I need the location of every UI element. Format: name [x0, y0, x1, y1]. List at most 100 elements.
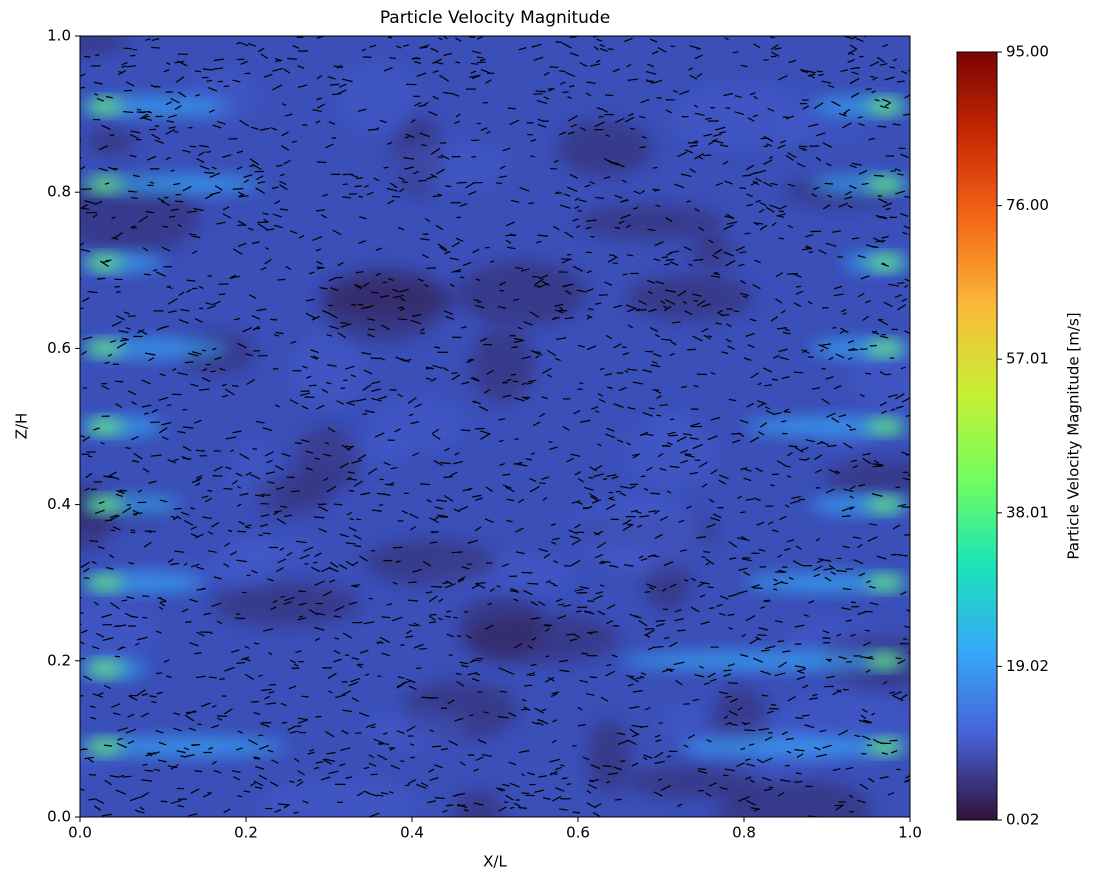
quiver-arrow [753, 497, 761, 502]
quiver-arrow [147, 111, 152, 114]
quiver-arrow [187, 352, 199, 357]
quiver-arrow [723, 669, 732, 672]
quiver-arrow [384, 483, 394, 486]
quiver-arrow [711, 254, 719, 260]
quiver-arrow [818, 73, 824, 77]
quiver-arrow [507, 107, 516, 110]
quiver-arrow [244, 72, 251, 75]
quiver-arrow [625, 304, 636, 309]
quiver-arrow [387, 278, 394, 281]
quiver-arrow [351, 657, 360, 661]
quiver-arrow [82, 436, 91, 442]
quiver-arrow [747, 117, 755, 122]
quiver-arrow [146, 155, 157, 161]
quiver-arrow [440, 748, 448, 751]
quiver-arrow [808, 600, 815, 604]
quiver-arrow [512, 380, 519, 383]
quiver-arrow [579, 62, 588, 67]
quiver-arrow [904, 284, 909, 289]
quiver-arrow [274, 464, 284, 471]
quiver-arrow [480, 433, 490, 440]
quiver-arrow [149, 181, 154, 184]
quiver-arrow [166, 675, 172, 678]
quiver-arrow [350, 374, 356, 378]
quiver-arrow [621, 179, 627, 184]
quiver-arrow [826, 559, 832, 563]
quiver-arrow [607, 772, 619, 775]
quiver-arrow [475, 304, 485, 309]
quiver-arrow [264, 258, 272, 265]
quiver-arrow [281, 103, 287, 107]
quiver-arrow [198, 151, 205, 157]
quiver-arrow [714, 272, 720, 276]
quiver-arrow [106, 566, 114, 570]
quiver-arrow [582, 756, 590, 761]
quiver-arrow [328, 304, 334, 307]
quiver-arrow [202, 68, 214, 71]
quiver-arrow [816, 70, 824, 73]
quiver-arrow [341, 78, 353, 83]
quiver-arrow [328, 690, 333, 694]
jet-glow [619, 650, 910, 671]
quiver-arrow [770, 484, 775, 487]
quiver-arrow [425, 366, 434, 370]
quiver-arrow [682, 301, 687, 304]
quiver-arrow [862, 452, 871, 456]
quiver-arrow [174, 200, 184, 203]
quiver-arrow [99, 260, 109, 268]
quiver-arrow [364, 673, 370, 676]
quiver-arrow [313, 355, 319, 359]
quiver-arrow [816, 559, 824, 564]
quiver-arrow [861, 708, 868, 713]
quiver-arrow [502, 394, 512, 398]
quiver-arrow [782, 331, 791, 335]
quiver-arrow [576, 610, 582, 613]
quiver-arrow [549, 581, 555, 585]
quiver-arrow [653, 79, 663, 84]
quiver-arrow [391, 616, 403, 622]
quiver-arrow [746, 193, 753, 198]
quiver-arrow [552, 795, 562, 802]
quiver-arrow [168, 215, 176, 218]
quiver-arrow [541, 708, 547, 712]
quiver-arrow [871, 330, 880, 335]
quiver-arrow [163, 659, 170, 663]
quiver-arrow [333, 65, 344, 69]
quiver-arrow [699, 594, 706, 598]
quiver-arrow [382, 732, 388, 735]
quiver-arrow [259, 523, 269, 528]
quiver-arrow [857, 292, 865, 298]
quiver-arrow [513, 802, 521, 807]
quiver-arrow [597, 443, 602, 447]
quiver-arrow [158, 396, 169, 401]
quiver-arrow [237, 530, 246, 533]
quiver-arrow [426, 498, 432, 503]
quiver-arrow [289, 399, 299, 405]
quiver-arrow [154, 139, 164, 144]
y-tick-label: 0.0 [47, 808, 71, 826]
quiver-arrow [413, 622, 421, 627]
quiver-arrow [693, 258, 704, 262]
quiver-arrow [648, 308, 657, 313]
quiver-arrow [669, 261, 679, 266]
quiver-arrow [828, 468, 839, 475]
quiver-arrow [651, 360, 658, 365]
quiver-arrow [170, 169, 175, 172]
quiver-arrow [489, 588, 495, 592]
quiver-arrow [208, 746, 214, 750]
quiver-arrow [877, 216, 888, 220]
quiver-arrow [796, 753, 804, 758]
quiver-arrow [368, 762, 377, 767]
quiver-arrow [97, 546, 105, 550]
quiver-arrow [367, 467, 378, 475]
quiver-arrow [553, 560, 559, 564]
quiver-arrow [172, 517, 178, 521]
quiver-arrow [674, 617, 684, 622]
quiver-arrow [545, 624, 553, 626]
quiver-arrow [399, 188, 405, 193]
quiver-arrow [445, 580, 453, 585]
quiver-arrow [787, 273, 798, 275]
quiver-arrow [778, 237, 785, 240]
quiver-arrow [191, 478, 201, 484]
quiver-arrow [308, 749, 315, 752]
